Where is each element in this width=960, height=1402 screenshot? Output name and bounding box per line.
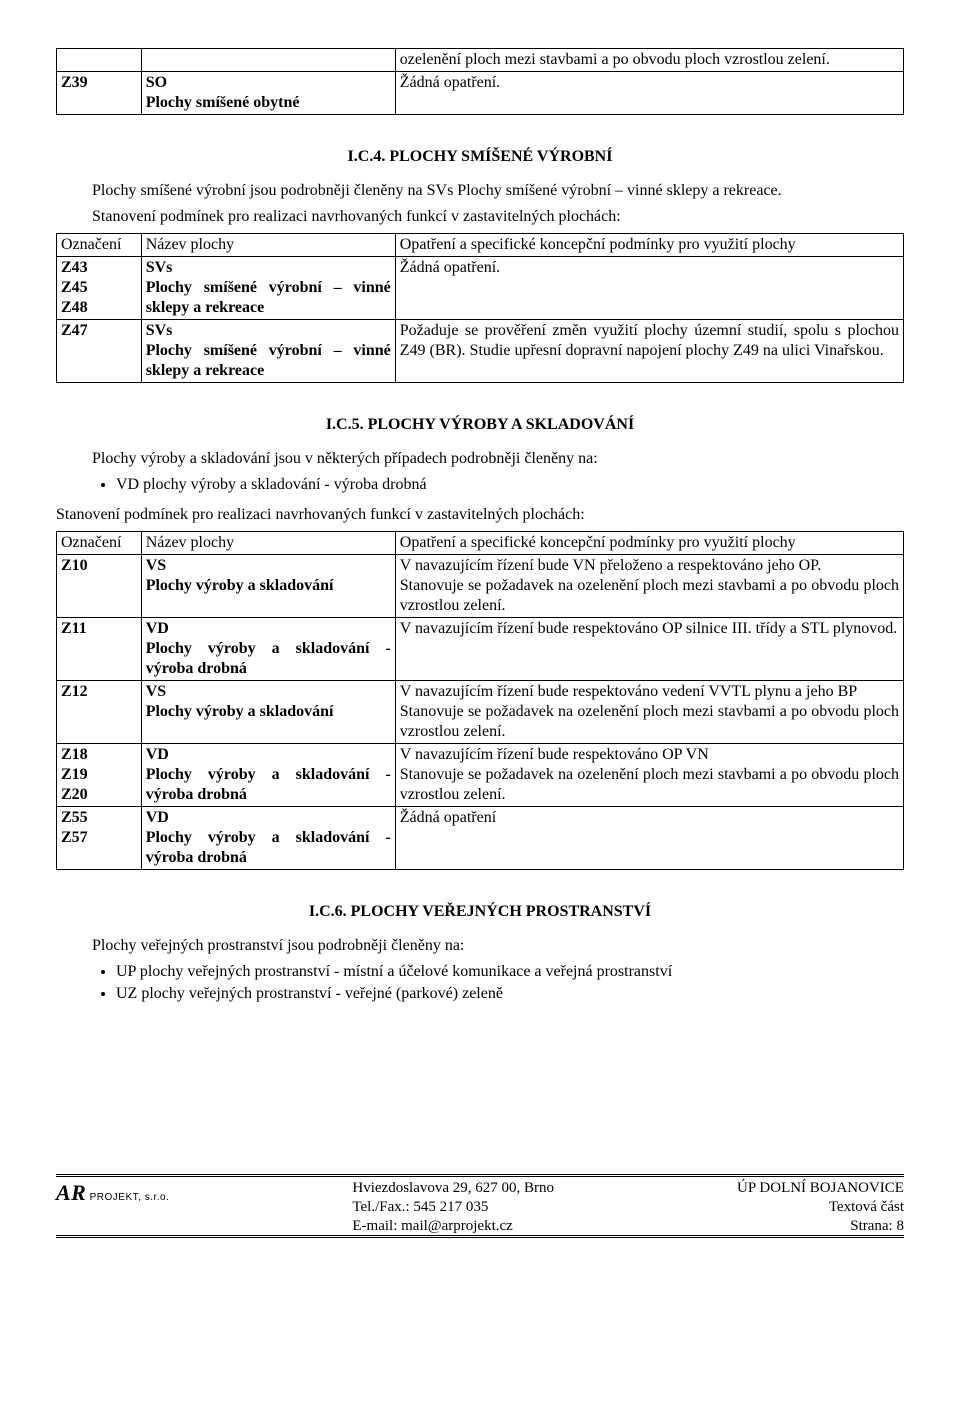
- code: Z55: [61, 809, 88, 826]
- name: Plochy výroby a skladování - výroba drob…: [146, 829, 391, 866]
- footer-logo: AR PROJEKT, s.r.o.: [56, 1179, 169, 1207]
- page-label: Strana: 8: [850, 1218, 904, 1234]
- cell: SVs Plochy smíšené výrobní – vinné sklep…: [141, 320, 395, 383]
- bullet: VD plochy výroby a skladování - výroba d…: [116, 475, 904, 495]
- abbr: VD: [146, 809, 169, 826]
- footer-block: AR PROJEKT, s.r.o. Hviezdoslavova 29, 62…: [56, 1174, 904, 1238]
- cell: Žádná opatření.: [395, 72, 903, 115]
- name: Plochy výroby a skladování - výroba drob…: [146, 766, 391, 803]
- name: Plochy smíšené výrobní – vinné sklepy a …: [146, 342, 391, 379]
- cell-codes: Z18 Z19 Z20: [57, 744, 142, 807]
- cell: V navazujícím řízení bude respektováno v…: [395, 681, 903, 744]
- abbr: VD: [146, 746, 169, 763]
- cell: SO Plochy smíšené obytné: [141, 72, 395, 115]
- cell-code: Z12: [57, 681, 142, 744]
- cell: VD Plochy výroby a skladování - výroba d…: [141, 618, 395, 681]
- code: Z19: [61, 766, 88, 783]
- code: Z57: [61, 829, 88, 846]
- footer-page: Strana: 8: [737, 1217, 904, 1236]
- heading-ic4: I.C.4. PLOCHY SMÍŠENÉ VÝROBNÍ: [56, 147, 904, 167]
- footer-rule: [56, 1174, 904, 1177]
- intro-ic4: Plochy smíšené výrobní jsou podrobněji č…: [56, 181, 904, 201]
- cell-codes: Z55 Z57: [57, 807, 142, 870]
- name: Plochy výroby a skladování - výroba drob…: [146, 640, 391, 677]
- table-ic5: Označení Název plochy Opatření a specifi…: [56, 531, 904, 870]
- intro-ic6: Plochy veřejných prostranství jsou podro…: [56, 936, 904, 956]
- cond-ic5: Stanovení podmínek pro realizaci navrhov…: [56, 505, 904, 525]
- abbr: VD: [146, 620, 169, 637]
- cell: Požaduje se prověření změn využití ploch…: [395, 320, 903, 383]
- code: Z43: [61, 259, 88, 276]
- cell-name: Plochy smíšené obytné: [146, 94, 300, 111]
- footer-right: ÚP DOLNÍ BOJANOVICE Textová část Strana:…: [737, 1179, 904, 1235]
- cell: V navazujícím řízení bude VN přeloženo a…: [395, 555, 903, 618]
- cell: Žádná opatření: [395, 807, 903, 870]
- footer-left: AR PROJEKT, s.r.o.: [56, 1179, 169, 1207]
- footer-tel: Tel./Fax.: 545 217 035: [352, 1198, 554, 1217]
- name: Plochy smíšené výrobní – vinné sklepy a …: [146, 279, 391, 316]
- footer-email: E-mail: mail@arprojekt.cz: [352, 1217, 554, 1236]
- footer-middle: Hviezdoslavova 29, 627 00, Brno Tel./Fax…: [352, 1179, 554, 1235]
- bullet: UZ plochy veřejných prostranství - veřej…: [116, 984, 904, 1004]
- abbr: SVs: [146, 322, 173, 339]
- cell-empty: [57, 49, 142, 72]
- abbr: VS: [146, 557, 166, 574]
- table-continuation: ozelenění ploch mezi stavbami a po obvod…: [56, 48, 904, 115]
- cell-codes: Z43 Z45 Z48: [57, 257, 142, 320]
- name: Plochy výroby a skladování: [146, 577, 334, 594]
- cell: VD Plochy výroby a skladování - výroba d…: [141, 744, 395, 807]
- cell-code: Z47: [57, 320, 142, 383]
- heading-ic6: I.C.6. PLOCHY VEŘEJNÝCH PROSTRANSTVÍ: [56, 902, 904, 922]
- abbr: VS: [146, 683, 166, 700]
- footer: AR PROJEKT, s.r.o. Hviezdoslavova 29, 62…: [56, 1179, 904, 1235]
- name: Plochy výroby a skladování: [146, 703, 334, 720]
- cell-code: Z39: [57, 72, 142, 115]
- footer-part: Textová část: [737, 1198, 904, 1217]
- intro-ic5: Plochy výroby a skladování jsou v někter…: [56, 449, 904, 469]
- cell-code: Z11: [57, 618, 142, 681]
- header-c: Opatření a specifické koncepční podmínky…: [395, 532, 903, 555]
- footer-rule-bottom: [56, 1235, 904, 1238]
- code: Z45: [61, 279, 88, 296]
- cell: VS Plochy výroby a skladování: [141, 681, 395, 744]
- cell: ozelenění ploch mezi stavbami a po obvod…: [395, 49, 903, 72]
- code: Z18: [61, 746, 88, 763]
- abbr: SVs: [146, 259, 173, 276]
- heading-ic5: I.C.5. PLOCHY VÝROBY A SKLADOVÁNÍ: [56, 415, 904, 435]
- logo-mark: AR: [56, 1180, 86, 1205]
- footer-addr: Hviezdoslavova 29, 627 00, Brno: [352, 1179, 554, 1198]
- bullets-ic5: VD plochy výroby a skladování - výroba d…: [56, 475, 904, 495]
- cell: V navazujícím řízení bude respektováno O…: [395, 744, 903, 807]
- footer-doc: ÚP DOLNÍ BOJANOVICE: [737, 1179, 904, 1198]
- cell-abbr: SO: [146, 74, 167, 91]
- bullets-ic6: UP plochy veřejných prostranství - místn…: [56, 962, 904, 1004]
- header-c: Opatření a specifické koncepční podmínky…: [395, 234, 903, 257]
- table-ic4: Označení Název plochy Opatření a specifi…: [56, 233, 904, 383]
- cell: SVs Plochy smíšené výrobní – vinné sklep…: [141, 257, 395, 320]
- cell-empty: [141, 49, 395, 72]
- cond-ic4: Stanovení podmínek pro realizaci navrhov…: [56, 207, 904, 227]
- cell: VS Plochy výroby a skladování: [141, 555, 395, 618]
- header-a: Označení: [57, 234, 142, 257]
- header-b: Název plochy: [141, 234, 395, 257]
- logo-text: PROJEKT, s.r.o.: [90, 1192, 170, 1203]
- code: Z20: [61, 786, 88, 803]
- cell: VD Plochy výroby a skladování - výroba d…: [141, 807, 395, 870]
- cell-code: Z10: [57, 555, 142, 618]
- header-a: Označení: [57, 532, 142, 555]
- cell: V navazujícím řízení bude respektováno O…: [395, 618, 903, 681]
- header-b: Název plochy: [141, 532, 395, 555]
- code: Z48: [61, 299, 88, 316]
- bullet: UP plochy veřejných prostranství - místn…: [116, 962, 904, 982]
- cell: Žádná opatření.: [395, 257, 903, 320]
